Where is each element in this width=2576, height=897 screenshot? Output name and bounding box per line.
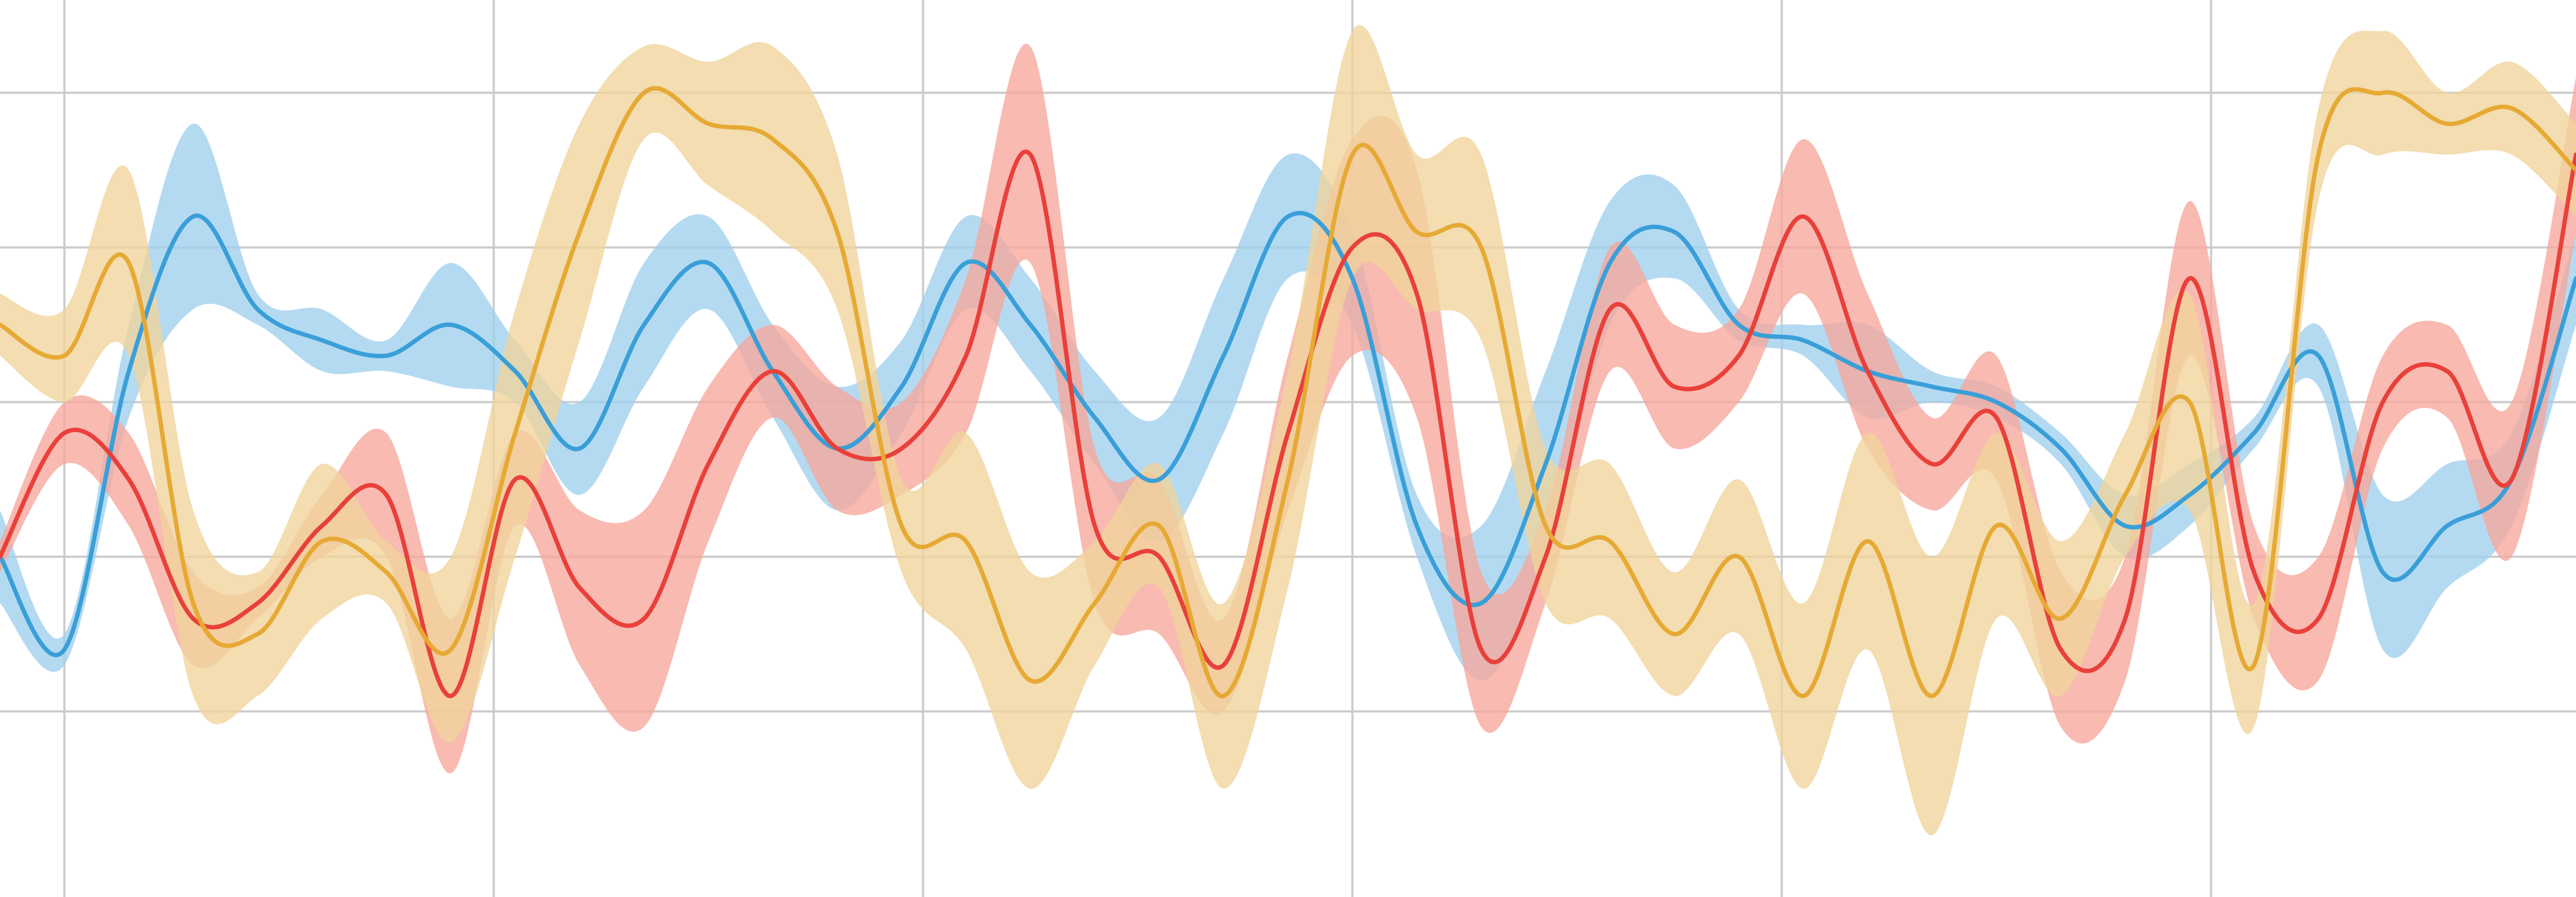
series-lines <box>0 86 2576 699</box>
series-3-line <box>0 86 2576 699</box>
series-2-line <box>0 149 2576 699</box>
series-1-line <box>0 210 2576 658</box>
